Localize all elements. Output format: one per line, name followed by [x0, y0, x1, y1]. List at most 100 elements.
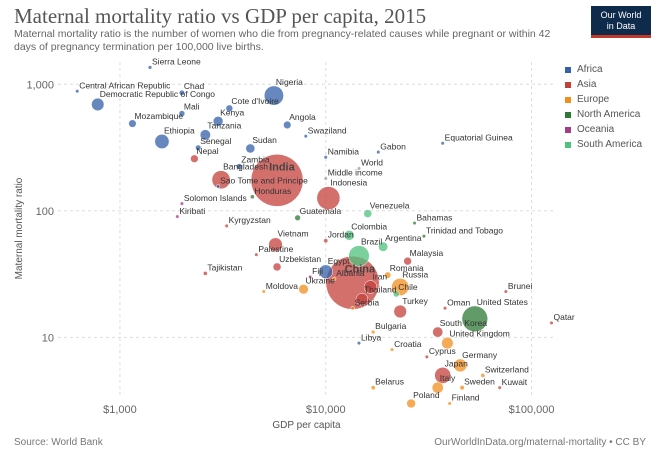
data-label: Italy	[440, 373, 456, 383]
data-label: Mozambique	[134, 111, 183, 121]
data-point	[390, 347, 395, 352]
data-point	[323, 176, 328, 181]
data-point	[272, 262, 282, 272]
data-point	[318, 264, 333, 279]
data-label: Bulgaria	[375, 321, 406, 331]
data-point	[254, 252, 259, 257]
data-label: Kenya	[220, 107, 244, 117]
data-label: Argentina	[385, 233, 422, 243]
data-point	[503, 289, 508, 294]
legend-label: Oceania	[577, 124, 615, 135]
legend-swatch	[565, 141, 571, 148]
legend: Africa Asia Europe North America Oceania Sout…	[565, 62, 642, 152]
source-note: Source: World Bank	[14, 437, 103, 448]
legend-item[interactable]: Africa	[565, 62, 642, 77]
data-point	[348, 245, 370, 267]
legend-item[interactable]: South America	[565, 137, 642, 152]
data-point	[195, 144, 202, 151]
data-point	[190, 154, 199, 163]
x-tick-label: $10,000	[306, 404, 346, 416]
data-point	[443, 306, 448, 311]
data-label: China	[345, 264, 376, 276]
data-point	[376, 150, 381, 155]
legend-swatch	[565, 81, 571, 88]
logo-line-1: Our World	[600, 10, 642, 20]
y-axis-title: Maternal mortality ratio	[14, 177, 25, 279]
legend-item[interactable]: Oceania	[565, 122, 642, 137]
data-point	[480, 373, 486, 378]
data-label: Sudan	[252, 135, 277, 145]
data-label: Chile	[398, 282, 418, 292]
data-label: Namibia	[328, 146, 359, 156]
owid-logo[interactable]: Our World in Data	[591, 6, 651, 38]
data-point	[392, 290, 400, 298]
data-label: Cote d'Ivoire	[231, 96, 279, 106]
data-label: Russia	[402, 269, 428, 279]
data-label: Central African Republic	[79, 80, 171, 90]
legend-item[interactable]: Asia	[565, 77, 642, 92]
data-label: Indonesia	[330, 178, 367, 188]
data-label: Senegal	[200, 136, 231, 146]
chart-title: Maternal mortality ratio vs GDP per capi…	[14, 4, 427, 28]
data-point	[356, 166, 362, 171]
data-label: Guatemala	[300, 206, 342, 216]
data-label: Tanzania	[207, 121, 241, 131]
data-point	[268, 237, 283, 252]
source-url[interactable]: OurWorldInData.org/maternal-mortality • …	[434, 437, 646, 448]
data-point	[178, 89, 185, 96]
data-label: United Kingdom	[449, 328, 509, 338]
data-label: Germany	[462, 350, 498, 360]
data-label: Equatorial Guinea	[445, 132, 513, 142]
data-point	[179, 201, 184, 206]
data-point	[371, 329, 376, 335]
data-point	[431, 381, 444, 394]
data-point	[147, 65, 153, 70]
data-label: Mali	[184, 102, 200, 112]
data-label: Albania	[336, 268, 365, 278]
data-label: Angola	[289, 112, 316, 122]
legend-item[interactable]: Europe	[565, 92, 642, 107]
data-label: Palestine	[258, 244, 293, 254]
y-tick-label: 1,000	[26, 79, 54, 91]
data-label: Iran	[373, 272, 388, 282]
data-label: Brazil	[361, 237, 382, 247]
data-point	[497, 385, 502, 390]
data-point	[432, 326, 444, 338]
data-label: Chad	[184, 81, 205, 91]
data-label: Serbia	[355, 297, 380, 307]
data-label: Qatar	[553, 312, 574, 322]
data-label: Romania	[390, 263, 424, 273]
data-point	[250, 154, 304, 207]
data-point	[225, 104, 234, 113]
data-point	[178, 110, 186, 117]
data-label: Kyrgyzstan	[229, 215, 271, 225]
chart-subtitle: Maternal mortality ratio is the number o…	[14, 28, 551, 53]
data-point	[91, 97, 105, 111]
data-point	[154, 134, 170, 149]
data-label: Democratic Republic of Congo	[100, 89, 216, 99]
data-label: Uzbekistan	[279, 254, 321, 264]
data-point	[406, 398, 416, 409]
data-label: Turkey	[402, 296, 428, 306]
data-label: India	[269, 161, 296, 173]
data-label: Venezuela	[370, 201, 410, 211]
data-point	[421, 234, 426, 239]
data-point	[216, 184, 221, 189]
data-point	[440, 141, 445, 146]
data-label: Vietnam	[278, 229, 309, 239]
data-point	[447, 401, 452, 406]
data-label: Solomon Islands	[184, 193, 247, 203]
legend-swatch	[565, 96, 571, 103]
data-point	[549, 320, 554, 325]
data-label: Ethiopia	[164, 125, 195, 135]
data-point	[356, 341, 362, 346]
data-point	[236, 163, 243, 170]
legend-swatch	[565, 66, 571, 73]
data-point	[384, 271, 392, 279]
data-label: Colombia	[351, 221, 387, 231]
data-point	[434, 367, 452, 384]
logo-line-2: in Data	[606, 21, 636, 31]
data-label: Tajikistan	[207, 262, 242, 272]
data-label: Ukraine	[306, 275, 336, 285]
legend-item[interactable]: North America	[565, 107, 642, 122]
